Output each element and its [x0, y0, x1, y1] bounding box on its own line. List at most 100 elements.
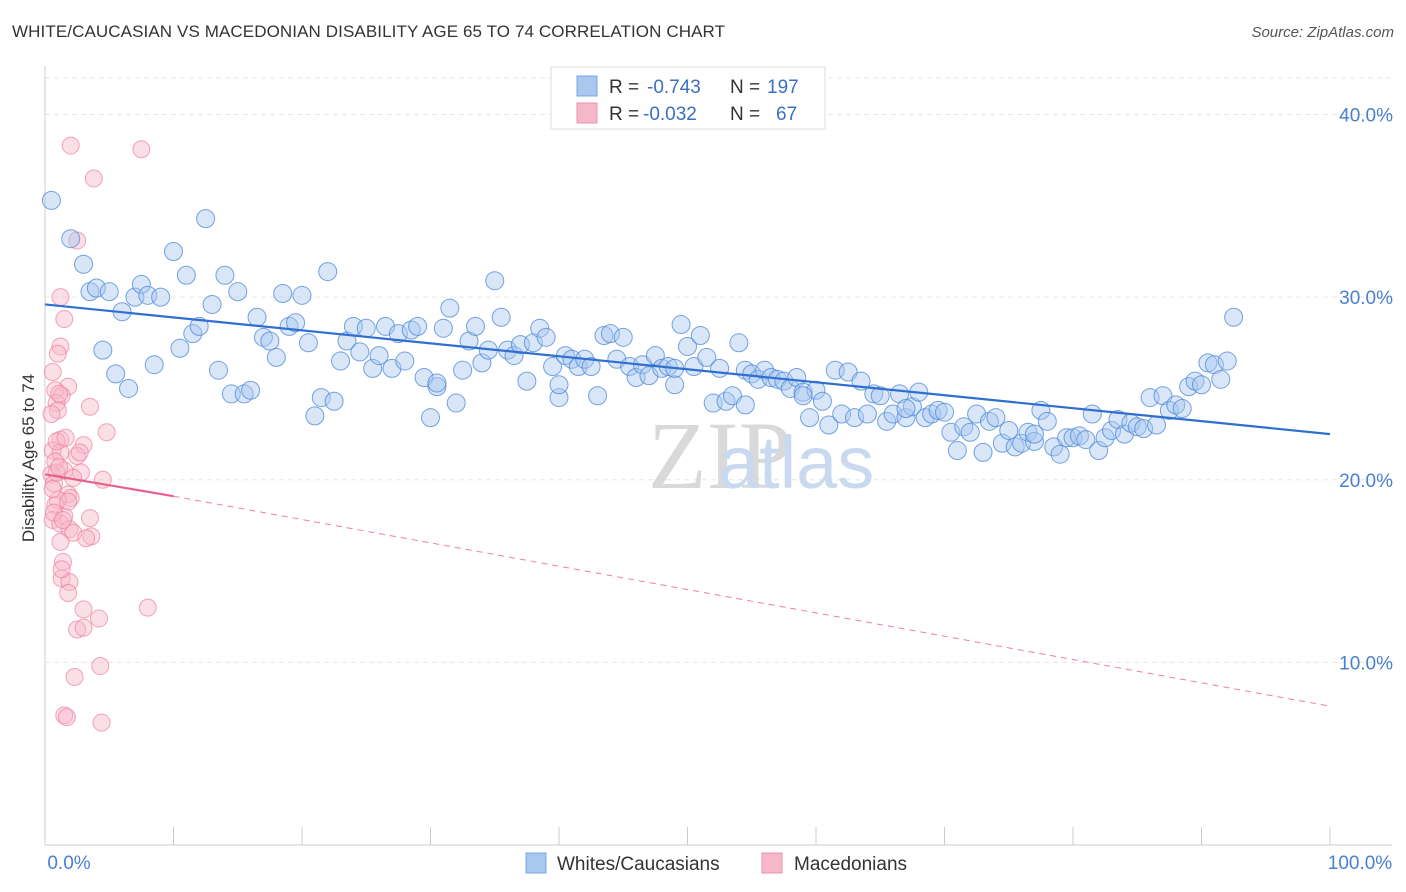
- white-point: [472, 353, 492, 373]
- white-point: [536, 327, 556, 347]
- y-axis-label: Disability Age 65 to 74: [19, 374, 38, 542]
- white-point: [74, 254, 94, 274]
- axes: [44, 66, 1392, 846]
- white-point: [106, 364, 126, 384]
- white-point: [324, 391, 344, 411]
- macedonian-point: [51, 337, 70, 356]
- chart-title: WHITE/CAUCASIAN VS MACEDONIAN DISABILITY…: [12, 22, 726, 41]
- white-point: [202, 294, 222, 314]
- white-point: [543, 357, 563, 377]
- white-point: [305, 406, 325, 426]
- white-point: [465, 316, 485, 336]
- y-tick-labels: 10.0% 20.0% 30.0% 40.0%: [1339, 106, 1393, 675]
- white-point: [170, 338, 190, 358]
- macedonian-point: [65, 667, 84, 686]
- white-point: [755, 360, 775, 380]
- legend-r-value-macedonian: -0.032: [643, 104, 697, 125]
- macedonian-point: [80, 397, 99, 416]
- white-point: [318, 262, 338, 282]
- macedonian-point: [51, 288, 70, 307]
- white-point: [144, 355, 164, 375]
- white-point: [1127, 417, 1147, 437]
- white-point: [164, 241, 183, 261]
- white-point: [710, 358, 730, 378]
- white-point: [1044, 437, 1064, 457]
- bottom-legend-swatch-white: [525, 852, 547, 874]
- white-point: [1224, 307, 1244, 327]
- white-point: [1095, 428, 1115, 448]
- macedonian-point: [50, 384, 69, 403]
- macedonian-point: [89, 609, 108, 628]
- legend-r-label-white: R =: [609, 77, 639, 98]
- macedonian-point: [59, 583, 78, 602]
- macedonian-point: [91, 657, 110, 676]
- legend-n-value-white: 197: [767, 77, 799, 98]
- white-point: [61, 229, 81, 249]
- white-point: [992, 433, 1012, 453]
- white-point: [883, 404, 903, 424]
- white-point: [1082, 404, 1102, 424]
- white-point: [716, 391, 736, 411]
- legend-r-label-macedonian: R =: [609, 104, 639, 125]
- white-point: [260, 331, 280, 351]
- white-point: [857, 404, 877, 424]
- macedonian-point: [55, 310, 74, 329]
- white-point: [395, 351, 415, 371]
- macedonian-points: [42, 136, 157, 732]
- white-point: [1076, 430, 1096, 450]
- white-point: [311, 388, 331, 408]
- macedonian-point: [80, 509, 99, 528]
- white-point: [1069, 426, 1089, 446]
- white-point: [247, 307, 267, 327]
- white-point: [588, 386, 608, 406]
- white-point: [735, 395, 755, 415]
- white-point: [845, 408, 865, 428]
- white-point: [1217, 351, 1237, 371]
- white-point: [273, 283, 293, 303]
- white-point: [119, 378, 139, 398]
- macedonian-point: [92, 713, 111, 732]
- macedonian-point: [44, 503, 63, 522]
- white-point: [93, 340, 113, 360]
- x-tick-label-min: 0.0%: [47, 853, 90, 874]
- white-point: [1185, 371, 1205, 391]
- legend-n-value-macedonian: 67: [776, 104, 797, 125]
- white-point: [594, 325, 614, 345]
- macedonian-point: [53, 510, 72, 529]
- macedonian-point: [43, 441, 62, 460]
- white-point: [947, 441, 967, 461]
- macedonian-point: [68, 620, 87, 639]
- white-point: [485, 271, 505, 291]
- white-point: [388, 324, 408, 344]
- white-point: [954, 417, 974, 437]
- white-point: [440, 298, 460, 318]
- legend-swatch-macedonian: [576, 102, 598, 124]
- y-tick-label-10: 10.0%: [1339, 653, 1393, 674]
- macedonian-point: [43, 479, 62, 498]
- white-point: [1211, 369, 1231, 389]
- macedonian-point: [42, 405, 61, 424]
- macedonian-point: [52, 560, 71, 579]
- white-point: [928, 400, 948, 420]
- white-point: [690, 325, 710, 345]
- white-point: [228, 282, 248, 302]
- white-point: [1050, 444, 1070, 464]
- trend-lines: [44, 303, 1331, 707]
- macedonian-point: [55, 706, 74, 725]
- white-point: [1089, 441, 1109, 461]
- white-point: [838, 362, 858, 382]
- white-point: [935, 402, 954, 422]
- white-point: [421, 408, 440, 428]
- white-point: [414, 367, 434, 387]
- macedonian-point: [84, 169, 103, 188]
- white-point: [401, 320, 421, 340]
- white-point: [671, 315, 691, 335]
- y-tick-label-40: 40.0%: [1339, 106, 1393, 127]
- white-point: [286, 313, 306, 333]
- white-point: [196, 209, 216, 229]
- white-point: [427, 373, 447, 393]
- white-point: [600, 324, 620, 344]
- white-point: [1172, 399, 1192, 419]
- white-point: [1166, 395, 1186, 415]
- white-point: [812, 391, 832, 411]
